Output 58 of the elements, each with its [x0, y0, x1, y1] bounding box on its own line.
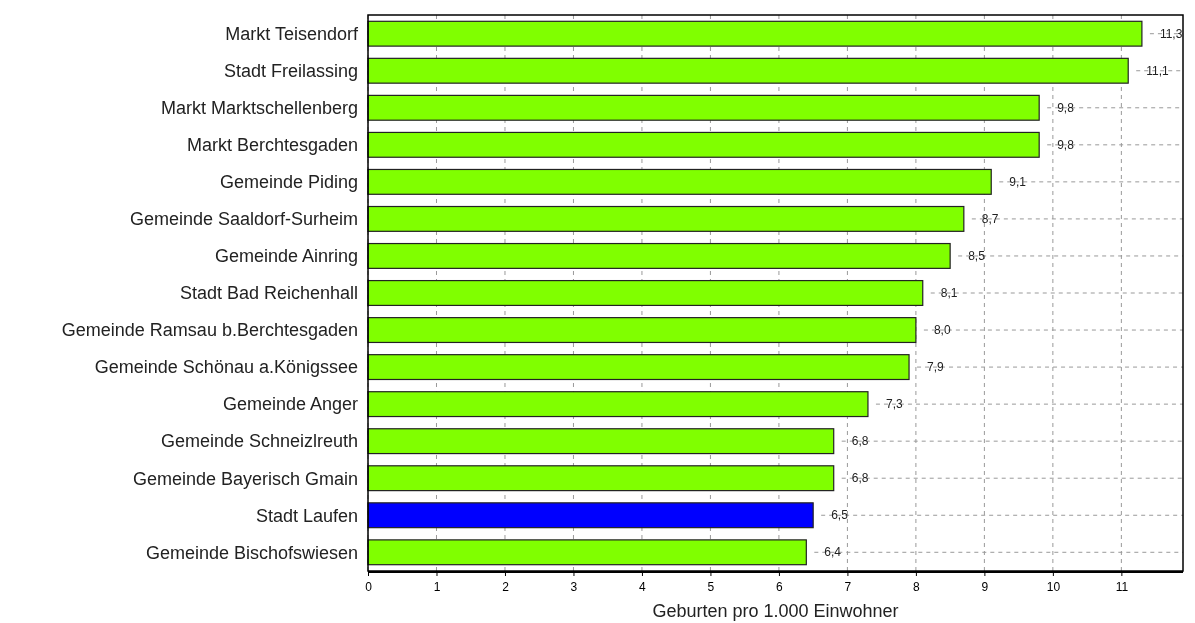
data-label: 9,8	[1057, 138, 1075, 153]
data-label: 6,4	[824, 545, 842, 560]
data-label: 8,1	[940, 286, 958, 301]
x-tick-label: 9	[981, 580, 989, 594]
x-tick-label: 10	[1046, 580, 1061, 594]
y-tick-label: Gemeinde Saaldorf-Surheim	[129, 209, 358, 230]
x-tick-label: 11	[1115, 580, 1129, 594]
data-label: 6,5	[831, 508, 849, 523]
y-tick-label: Gemeinde Bischofswiesen	[145, 542, 358, 563]
x-tick-label: 1	[433, 580, 441, 594]
data-label: 11,1	[1146, 63, 1169, 78]
y-tick-label: Gemeinde Anger	[222, 394, 358, 415]
x-tick-label: 5	[707, 580, 715, 594]
data-label: 7,9	[927, 360, 945, 375]
y-tick-label: Markt Teisendorf	[225, 24, 359, 45]
data-label: 11,3	[1159, 26, 1183, 41]
y-tick-label: Stadt Freilassing	[223, 61, 358, 82]
y-tick-label: Stadt Laufen	[255, 505, 358, 526]
bar	[367, 354, 910, 381]
bar	[367, 391, 869, 418]
x-tick-label: 0	[365, 580, 373, 594]
y-tick-label: Gemeinde Schneizlreuth	[160, 431, 358, 452]
data-label: 6,8	[851, 434, 869, 449]
y-tick-label: Gemeinde Piding	[219, 172, 358, 193]
bar	[367, 465, 835, 492]
bar	[367, 20, 1143, 47]
data-label: 9,1	[1009, 175, 1027, 190]
y-tick-label: Markt Marktschellenberg	[160, 98, 358, 119]
data-label: 8,5	[968, 249, 986, 264]
data-label: 8,7	[981, 212, 999, 227]
bar	[367, 94, 1040, 121]
data-label: 7,3	[885, 397, 903, 412]
data-label: 6,8	[851, 471, 869, 486]
x-axis-title: Geburten pro 1.000 Einwohner	[652, 601, 899, 621]
bar	[367, 242, 951, 269]
bar	[367, 279, 924, 307]
x-tick-label: 6	[776, 580, 784, 594]
bar	[367, 428, 835, 455]
x-tick-label: 4	[639, 580, 647, 594]
x-tick-label: 3	[570, 580, 578, 594]
y-tick-label: Gemeinde Ramsau b.Berchtesgaden	[61, 320, 358, 341]
bar	[367, 168, 992, 195]
x-tick-label: 7	[844, 580, 852, 594]
bar	[367, 317, 917, 344]
bar	[367, 57, 1129, 84]
bar	[367, 131, 1040, 158]
bar	[367, 539, 807, 566]
x-tick-label: 2	[502, 580, 510, 594]
y-tick-label: Gemeinde Bayerisch Gmain	[132, 468, 358, 489]
y-tick-label: Gemeinde Schönau a.Königssee	[94, 357, 358, 378]
y-tick-label: Markt Berchtesgaden	[186, 135, 358, 156]
x-tick-label: 8	[913, 580, 921, 594]
data-label: 8,0	[933, 323, 951, 338]
bar	[367, 502, 814, 529]
data-label: 9,8	[1057, 100, 1075, 115]
bar	[367, 205, 965, 232]
y-tick-label: Gemeinde Ainring	[214, 246, 358, 267]
y-tick-label: Stadt Bad Reichenhall	[179, 283, 358, 304]
